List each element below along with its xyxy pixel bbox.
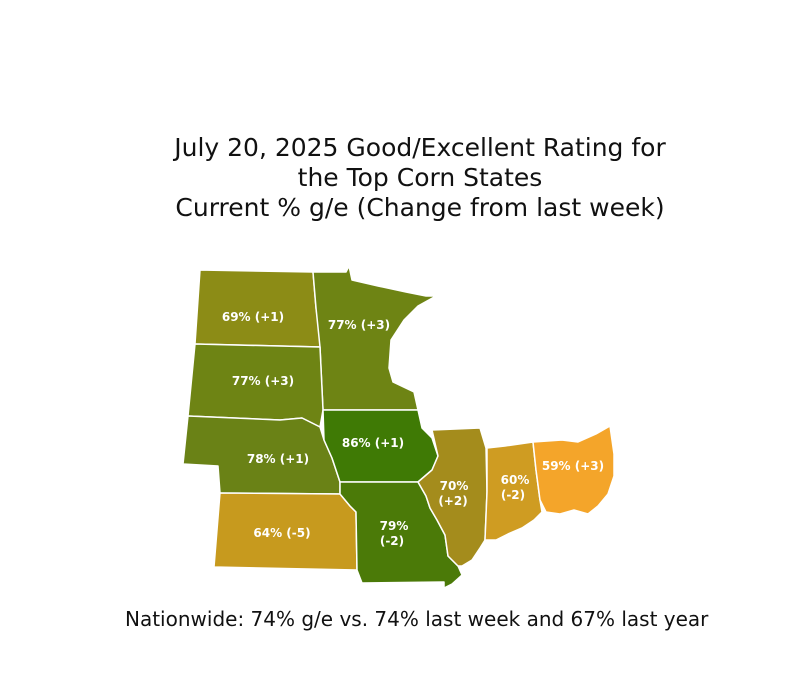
label-nebraska: 78% (+1) — [247, 452, 309, 466]
label-illinois-change: (+2) — [438, 494, 467, 508]
state-ohio — [532, 425, 615, 515]
label-missouri-value: 79% — [380, 519, 409, 533]
label-missouri-change: (-2) — [380, 534, 404, 548]
label-south-dakota: 77% (+3) — [232, 374, 294, 388]
label-illinois-value: 70% — [440, 479, 469, 493]
label-indiana-value: 60% — [501, 473, 530, 487]
label-ohio: 59% (+3) — [542, 459, 604, 473]
label-iowa: 86% (+1) — [342, 436, 404, 450]
state-minnesota — [312, 265, 437, 411]
label-minnesota: 77% (+3) — [328, 318, 390, 332]
title-line-2: the Top Corn States — [297, 163, 543, 192]
title-line-1: July 20, 2025 Good/Excellent Rating for — [174, 133, 666, 162]
label-indiana-change: (-2) — [501, 488, 525, 502]
nationwide-summary: Nationwide: 74% g/e vs. 74% last week an… — [125, 607, 709, 631]
map-title: July 20, 2025 Good/Excellent Rating for … — [0, 133, 800, 223]
label-kansas: 64% (-5) — [253, 526, 310, 540]
title-line-3: Current % g/e (Change from last week) — [175, 193, 665, 222]
state-north-dakota — [194, 269, 323, 348]
label-north-dakota: 69% (+1) — [222, 310, 284, 324]
